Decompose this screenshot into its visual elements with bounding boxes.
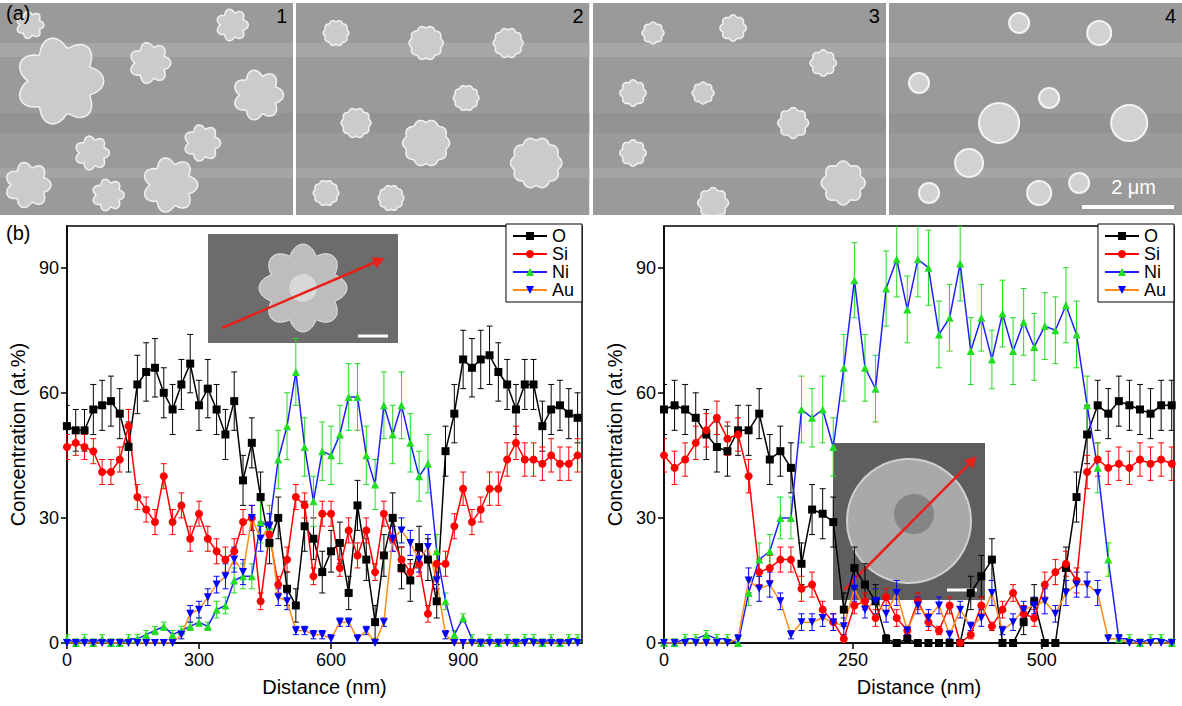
svg-text:250: 250 xyxy=(838,650,868,670)
svg-text:Concentration (at.%): Concentration (at.%) xyxy=(604,343,626,526)
svg-text:300: 300 xyxy=(184,650,214,670)
svg-text:Ni: Ni xyxy=(552,262,569,282)
svg-text:30: 30 xyxy=(39,508,59,528)
svg-text:O: O xyxy=(1144,226,1158,246)
svg-text:0: 0 xyxy=(49,633,59,653)
svg-text:60: 60 xyxy=(39,383,59,403)
html-text:1: 1 xyxy=(276,5,288,27)
html-text:2 μm: 2 μm xyxy=(1111,176,1156,198)
svg-text:Distance (nm): Distance (nm) xyxy=(857,676,981,698)
svg-text:0: 0 xyxy=(62,650,72,670)
html-text:3: 3 xyxy=(868,5,880,27)
svg-text:Au: Au xyxy=(1144,280,1166,300)
html-text:(a): (a) xyxy=(6,2,31,24)
svg-text:Si: Si xyxy=(552,244,568,264)
svg-text:60: 60 xyxy=(636,383,656,403)
svg-text:Si: Si xyxy=(1144,244,1160,264)
svg-text:Distance (nm): Distance (nm) xyxy=(262,676,386,698)
svg-text:O: O xyxy=(552,226,566,246)
html-text:(b): (b) xyxy=(6,222,31,244)
svg-text:30: 30 xyxy=(636,508,656,528)
svg-text:600: 600 xyxy=(316,650,346,670)
html-text:4: 4 xyxy=(1164,5,1176,27)
svg-text:0: 0 xyxy=(659,650,669,670)
svg-text:500: 500 xyxy=(1027,650,1057,670)
svg-text:Au: Au xyxy=(552,280,574,300)
svg-text:900: 900 xyxy=(448,650,478,670)
html-text:2: 2 xyxy=(572,5,584,27)
svg-text:90: 90 xyxy=(636,258,656,278)
svg-text:90: 90 xyxy=(39,258,59,278)
svg-text:0: 0 xyxy=(646,633,656,653)
svg-text:Concentration (at.%): Concentration (at.%) xyxy=(7,343,29,526)
svg-text:Ni: Ni xyxy=(1144,262,1161,282)
